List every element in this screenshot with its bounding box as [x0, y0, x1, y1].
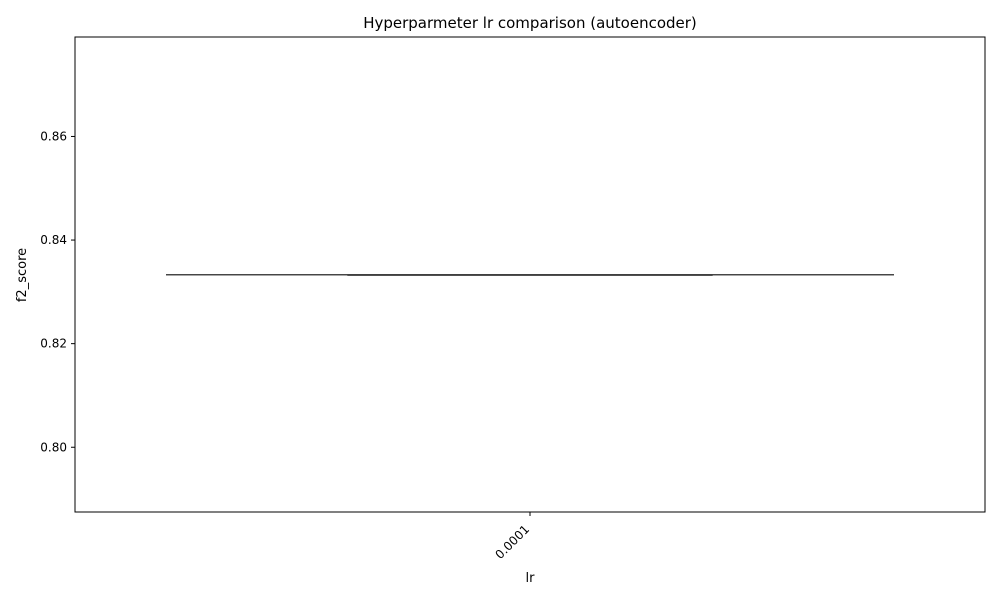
y-tick-label: 0.82 — [40, 337, 67, 351]
y-tick-label: 0.80 — [40, 440, 67, 454]
y-axis-label: f2_score — [15, 248, 30, 302]
y-tick-label: 0.86 — [40, 129, 67, 143]
x-axis-label: lr — [526, 571, 536, 586]
chart-title: Hyperparmeter lr comparison (autoencoder… — [363, 14, 697, 32]
x-tick-label: 0.0001 — [493, 522, 533, 562]
y-tick-label: 0.84 — [40, 233, 67, 247]
box-plot-group — [166, 275, 894, 276]
y-axis: 0.80 0.82 0.84 0.86 — [40, 129, 75, 454]
x-axis: 0.0001 — [493, 512, 533, 562]
